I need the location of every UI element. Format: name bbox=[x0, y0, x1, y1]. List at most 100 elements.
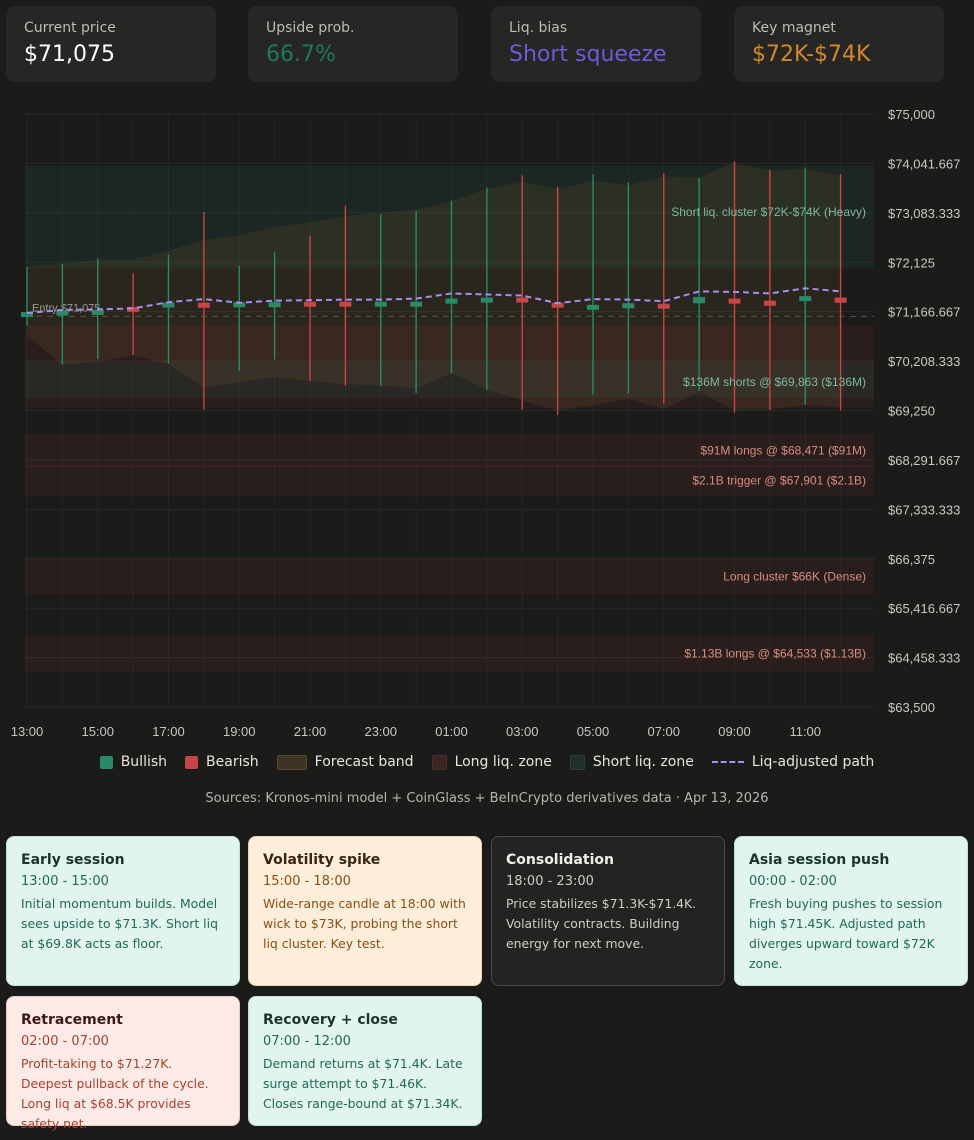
legend-item-forecast-band: Forecast band bbox=[276, 754, 414, 770]
legend-label: Short liq. zone bbox=[592, 754, 694, 770]
candle-body bbox=[799, 296, 812, 302]
candle-body bbox=[127, 306, 140, 312]
candle-body bbox=[693, 297, 706, 304]
card-body: Profit-taking to $71.27K. Deepest pullba… bbox=[21, 1056, 209, 1131]
stat-key-magnet: Key magnet $72K-$74K bbox=[734, 6, 944, 82]
candle-body bbox=[516, 297, 529, 303]
long-liq-zone bbox=[25, 433, 874, 468]
stat-liq-bias: Liq. bias Short squeeze bbox=[491, 6, 701, 82]
y-tick-label: $67,333.333 bbox=[888, 502, 960, 517]
x-tick-label: 13:00 bbox=[11, 724, 44, 739]
y-tick-label: $68,291.667 bbox=[888, 453, 960, 468]
candle-body bbox=[587, 304, 599, 310]
stat-label: Current price bbox=[24, 20, 116, 36]
forecast-band bbox=[27, 162, 841, 412]
zone-label: $91M longs @ $68,471 ($91M) bbox=[700, 443, 866, 457]
long-zone-swatch bbox=[431, 754, 447, 770]
y-tick-label: $73,083.333 bbox=[888, 206, 960, 221]
bullish-swatch bbox=[99, 755, 113, 769]
phase-card-asia-session: Asia session push 00:00 - 02:00 Fresh bu… bbox=[734, 836, 968, 986]
x-tick-label: 23:00 bbox=[364, 724, 397, 739]
x-tick-label: 01:00 bbox=[435, 724, 468, 739]
phase-card-consolidation: Consolidation 18:00 - 23:00 Price stabil… bbox=[491, 836, 725, 986]
x-tick-label: 11:00 bbox=[789, 724, 821, 739]
legend-item-liq-path: Liq-adjusted path bbox=[711, 754, 874, 770]
card-body: Wide-range candle at 18:00 with wick to … bbox=[263, 896, 466, 951]
candle-body bbox=[197, 302, 210, 308]
candle-body bbox=[21, 312, 33, 318]
card-time: 18:00 - 23:00 bbox=[506, 874, 594, 889]
card-time: 13:00 - 15:00 bbox=[21, 874, 109, 889]
phase-card-recovery-close: Recovery + close 07:00 - 12:00 Demand re… bbox=[248, 996, 482, 1126]
y-tick-label: $66,375 bbox=[888, 552, 935, 567]
stat-current-price: Current price $71,075 bbox=[6, 6, 216, 82]
liq-path-swatch bbox=[711, 761, 744, 763]
y-tick-label: $72,125 bbox=[888, 255, 935, 270]
phase-card-volatility-spike: Volatility spike 15:00 - 18:00 Wide-rang… bbox=[248, 836, 482, 986]
candle-body bbox=[56, 310, 69, 316]
long-liq-zone bbox=[25, 325, 874, 408]
x-tick-label: 21:00 bbox=[294, 724, 327, 739]
card-time: 15:00 - 18:00 bbox=[263, 874, 351, 889]
x-tick-label: 15:00 bbox=[81, 724, 114, 739]
card-time: 07:00 - 12:00 bbox=[263, 1034, 351, 1049]
stat-label: Upside prob. bbox=[266, 20, 355, 36]
y-tick-label: $64,458.333 bbox=[888, 651, 960, 666]
legend-item-bearish: Bearish bbox=[185, 754, 259, 770]
candle-body bbox=[834, 297, 847, 303]
card-time: 02:00 - 07:00 bbox=[21, 1034, 109, 1049]
bearish-swatch bbox=[185, 755, 199, 769]
y-tick-label: $69,250 bbox=[888, 404, 935, 419]
y-tick-label: $70,208.333 bbox=[888, 354, 960, 369]
forecast-band-swatch bbox=[276, 754, 307, 770]
card-time: 00:00 - 02:00 bbox=[749, 874, 837, 889]
candle-body bbox=[91, 309, 104, 315]
candle-body bbox=[728, 298, 741, 304]
candle-body bbox=[233, 302, 246, 308]
y-tick-label: $71,166.667 bbox=[888, 305, 960, 320]
candle-body bbox=[339, 301, 352, 307]
candle-body bbox=[268, 302, 281, 308]
candle-body bbox=[763, 300, 776, 306]
stat-value: 66.7% bbox=[266, 42, 336, 67]
y-tick-label: $75,000 bbox=[888, 107, 935, 122]
y-tick-label: $65,416.667 bbox=[888, 601, 960, 616]
candle-body bbox=[410, 301, 423, 307]
short-liq-zone bbox=[25, 165, 874, 269]
card-title: Consolidation bbox=[506, 852, 614, 868]
card-title: Recovery + close bbox=[263, 1012, 398, 1028]
candle-body bbox=[445, 298, 458, 304]
x-tick-label: 03:00 bbox=[506, 724, 539, 739]
card-title: Early session bbox=[21, 852, 125, 868]
sources-caption: Sources: Kronos-mini model + CoinGlass +… bbox=[205, 791, 769, 806]
zone-label: $136M shorts @ $69,863 ($136M) bbox=[683, 375, 866, 389]
legend-item-long-zone: Long liq. zone bbox=[431, 754, 552, 770]
short-liq-zone bbox=[25, 361, 874, 398]
candle-body bbox=[374, 301, 387, 307]
candle-body bbox=[551, 302, 564, 308]
zone-label: $1.13B longs @ $64,533 ($1.13B) bbox=[684, 646, 866, 660]
stat-value: $71,075 bbox=[24, 42, 115, 67]
y-tick-label: $63,500 bbox=[888, 700, 935, 715]
legend-item-bullish: Bullish bbox=[99, 754, 167, 770]
card-title: Asia session push bbox=[749, 852, 890, 868]
short-zone-swatch bbox=[569, 754, 585, 770]
zone-label: Long cluster $66K (Dense) bbox=[723, 570, 866, 584]
phase-card-retracement: Retracement 02:00 - 07:00 Profit-taking … bbox=[6, 996, 240, 1131]
candle-body bbox=[480, 297, 493, 303]
candle-body bbox=[622, 303, 635, 309]
y-tick-label: $74,041.667 bbox=[888, 156, 960, 171]
zone-label: Short liq. cluster $72K-$74K (Heavy) bbox=[671, 205, 866, 219]
stat-value: $72K-$74K bbox=[752, 42, 871, 67]
card-body: Fresh buying pushes to session high $71.… bbox=[749, 896, 943, 971]
phase-card-early-session: Early session 13:00 - 15:00 Initial mome… bbox=[6, 836, 240, 986]
long-liq-zone bbox=[25, 635, 874, 672]
x-tick-label: 05:00 bbox=[577, 724, 610, 739]
stat-label: Liq. bias bbox=[509, 20, 568, 36]
candle-body bbox=[304, 301, 316, 307]
candle-body bbox=[657, 303, 670, 309]
stat-upside-prob: Upside prob. 66.7% bbox=[248, 6, 458, 82]
chart-legend: Bullish Bearish Forecast band Long liq. … bbox=[0, 754, 974, 770]
x-tick-label: 07:00 bbox=[647, 724, 680, 739]
